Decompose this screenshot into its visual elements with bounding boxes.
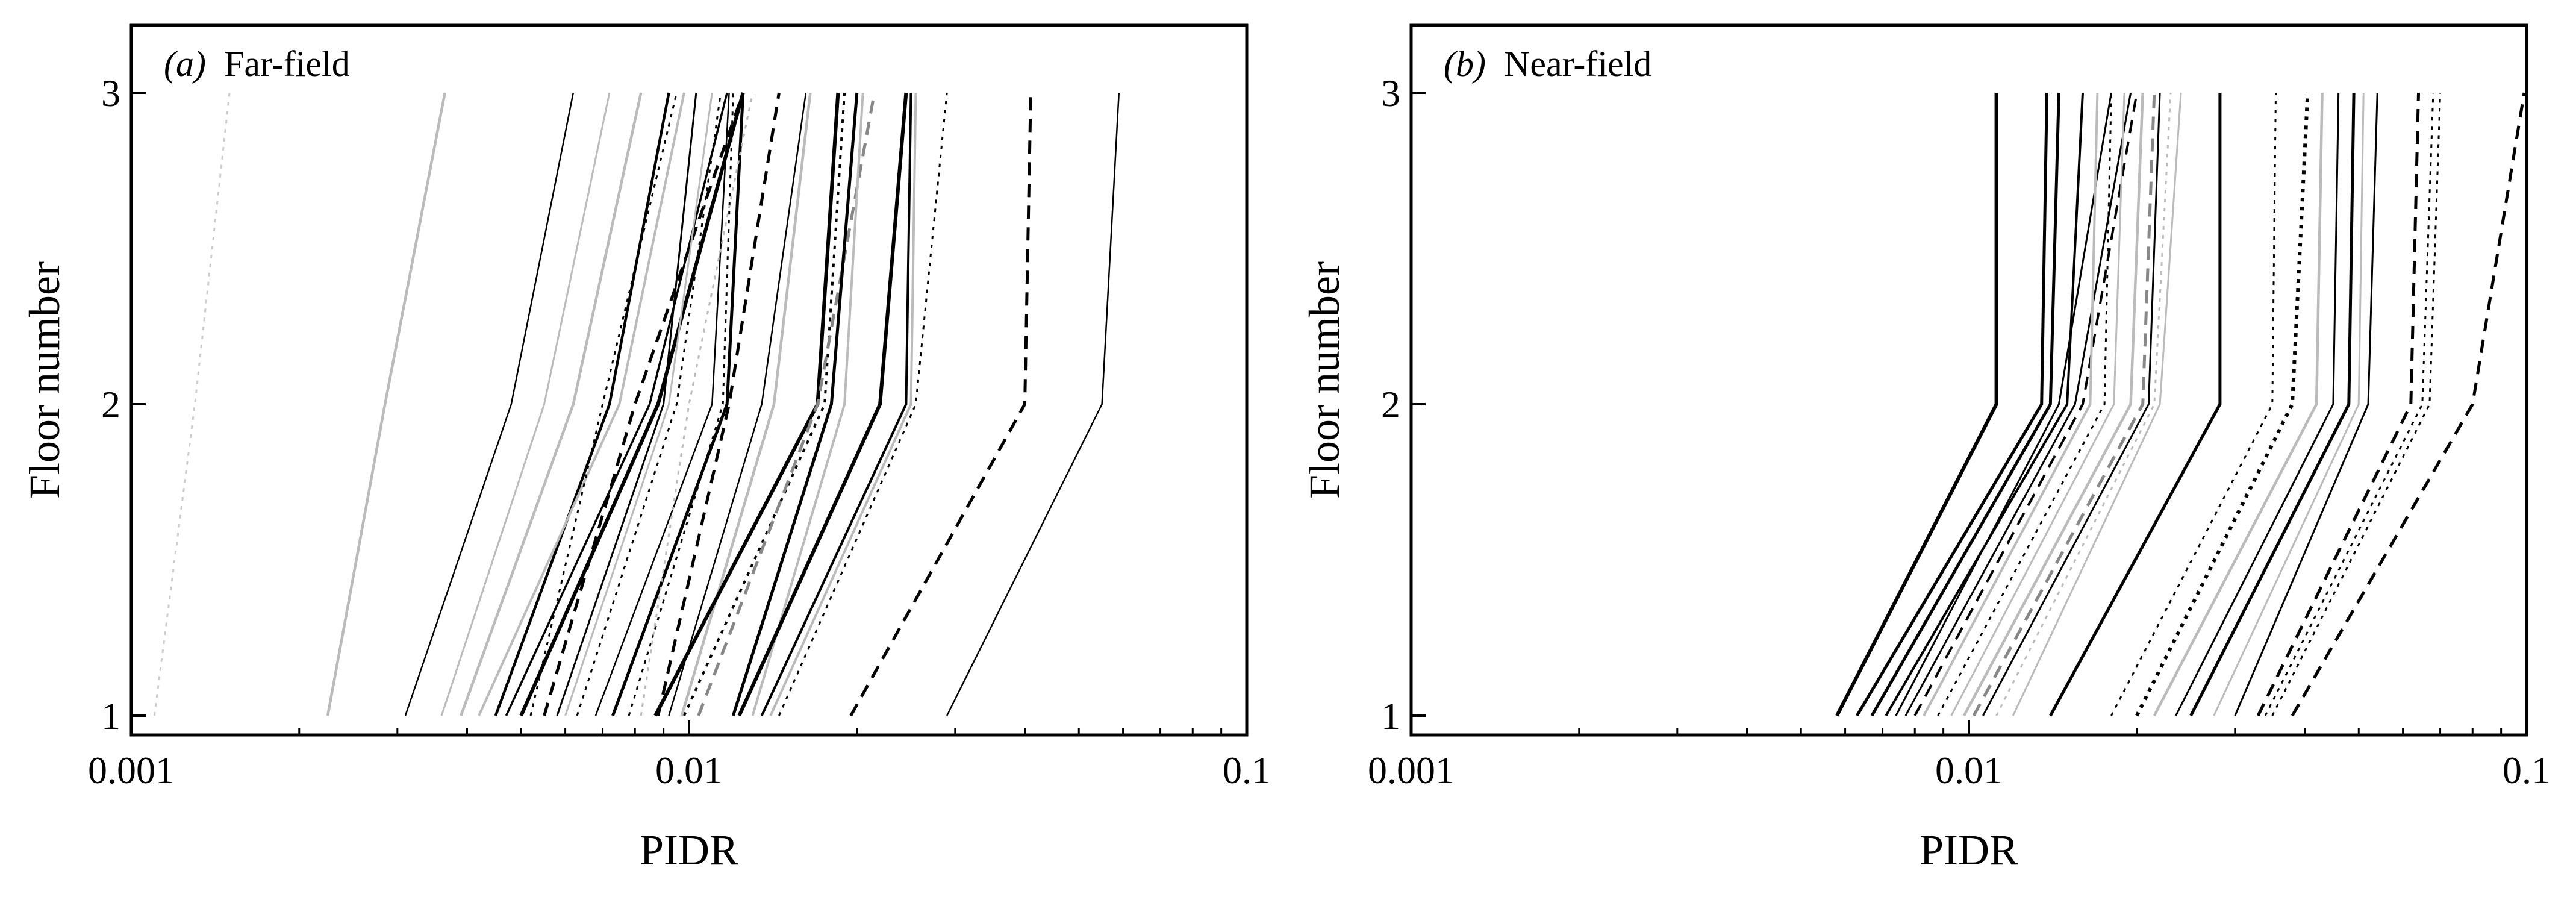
panel-near-field: 0.001 0.01 0.1 1 2 3 (b) Near-field PIDR Floo… [1300,23,2551,874]
panel-label-near-field: (b) [1444,44,1486,84]
series-line-near-field-6 [1904,92,2132,716]
plot-area-near-field [1835,92,2526,717]
panel-letter-b: b [1456,44,1474,84]
series-line-far-field-1 [326,92,446,716]
series-line-far-field-16 [611,92,745,716]
series-line-near-field-24 [2256,92,2420,717]
panel-label-far-field: (a) [164,44,206,84]
series-line-far-field-15 [594,92,730,716]
y-tick-label-near-field-1: 1 [1381,695,1400,737]
series-line-near-field-3 [1870,92,2060,717]
series-line-near-field-22 [2213,92,2365,716]
y-axis-title-far-field: Floor number [20,261,69,499]
x-tick-label-far-field-2: 0.01 [655,749,723,792]
series-line-far-field-19 [656,92,781,716]
series-line-far-field-14 [576,92,722,716]
series-line-far-field-3 [404,92,575,716]
series-line-far-field-9 [478,92,685,716]
panel-letter-a: a [176,44,194,84]
series-line-near-field-10 [1950,92,2125,716]
x-axis-title-far-field: PIDR [640,826,738,874]
series-line-far-field-25 [731,92,859,716]
series-line-far-field-6 [494,92,670,716]
y-axis-title-near-field: Floor number [1300,261,1349,499]
series-line-near-field-4 [1885,92,2084,717]
series-line-far-field-8 [519,92,745,717]
series-line-far-field-26 [751,92,864,716]
panel-title-far-field: Far-field [224,44,350,84]
series-line-near-field-16 [2049,93,2222,717]
series-line-near-field-27 [2291,92,2526,717]
series-line-far-field-4 [440,92,611,716]
series-line-near-field-15 [2012,92,2182,716]
series-line-far-field-21 [680,92,812,716]
panel-letter-a-text: (a) [164,44,206,84]
series-line-far-field-10 [529,92,678,716]
series-line-near-field-2 [1856,92,2048,717]
y-tick-label-near-field-2: 2 [1381,383,1400,426]
y-tick-label-near-field-3: 3 [1381,72,1400,114]
x-tick-label-near-field-2: 0.01 [1935,749,2003,792]
series-line-far-field-17 [628,92,734,716]
series-line-near-field-11 [1962,92,2144,717]
series-line-far-field-20 [668,92,807,716]
series-line-far-field-13 [564,92,713,716]
series-line-near-field-1 [1835,93,1998,717]
plot-area-far-field [153,92,1120,717]
y-tick-label-far-field-1: 1 [101,695,120,737]
series-line-near-field-21 [2189,92,2356,717]
series-line-far-field-12 [556,92,697,716]
series-line-near-field-7 [1913,92,2138,716]
series-line-far-field-7 [505,92,728,716]
x-axis-title-near-field: PIDR [1920,826,2018,874]
series-line-near-field-19 [2153,92,2324,717]
y-tick-label-far-field-3: 3 [101,72,120,114]
panel-letter-b-text: (b) [1444,44,1486,84]
series-line-far-field-29 [769,92,917,716]
series-line-far-field-11 [543,92,745,716]
series-line-far-field-28 [760,92,912,716]
series-line-far-field-32 [946,92,1120,716]
series-line-near-field-23 [2234,92,2378,716]
series-line-near-field-9 [1937,92,2112,716]
series-line-near-field-13 [1982,92,2161,716]
panel-far-field: 0.001 0.01 0.1 1 2 3 (a) Far-field PIDR Floor… [20,23,1271,874]
panel-title-near-field: Near-field [1504,44,1651,84]
series-line-far-field-24 [697,92,876,716]
x-tick-label-far-field-3: 0.1 [1223,749,1271,792]
x-tick-label-near-field-3: 0.1 [2503,749,2551,792]
series-line-near-field-8 [1923,92,2099,716]
y-tick-label-far-field-2: 2 [101,383,120,426]
series-line-far-field-5 [460,92,643,716]
series-line-near-field-12 [1972,92,2156,717]
series-line-near-field-20 [2175,92,2340,716]
series-line-far-field-27 [737,92,908,717]
series-line-far-field-18 [640,92,753,716]
x-tick-label-far-field-1: 0.001 [88,749,175,792]
x-tick-label-near-field-1: 0.001 [1368,749,1455,792]
series-line-far-field-31 [849,92,1032,717]
